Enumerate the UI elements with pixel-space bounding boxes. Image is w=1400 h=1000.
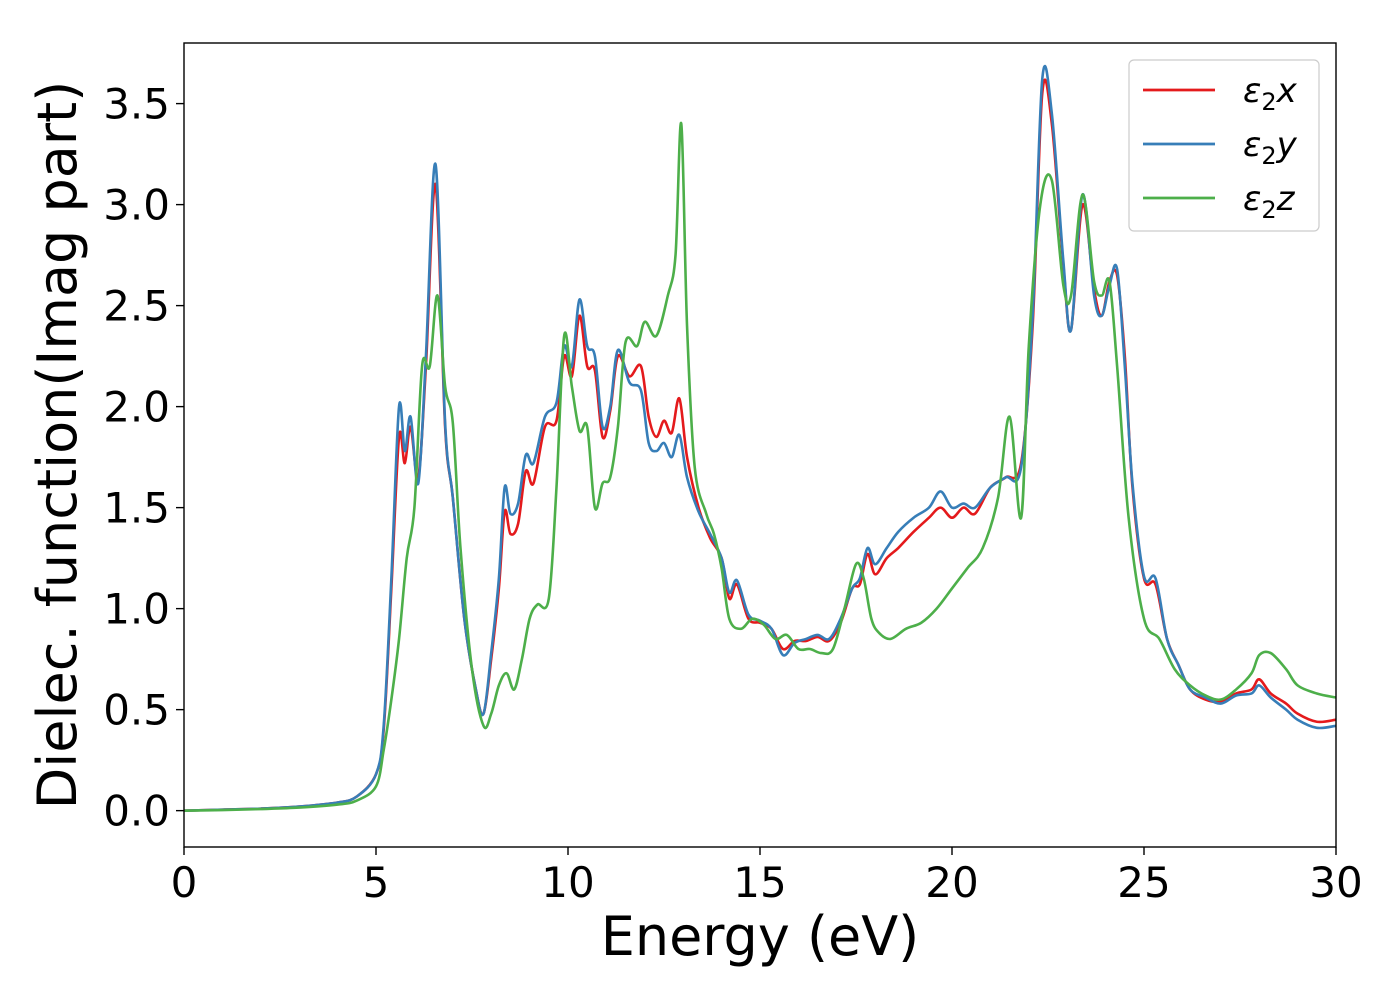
legend: ε2x ε2y ε2z xyxy=(1128,59,1320,232)
legend-box xyxy=(1128,59,1320,232)
y-tick-label: 2.5 xyxy=(103,282,170,331)
y-tick-label: 0.5 xyxy=(103,686,170,735)
legend-label-y: ε2y xyxy=(1243,125,1298,170)
x-axis: 0 5 10 15 20 25 30 xyxy=(171,847,1363,907)
x-tick-label: 5 xyxy=(363,858,390,907)
x-tick-label: 30 xyxy=(1309,858,1362,907)
x-tick-label: 25 xyxy=(1117,858,1170,907)
y-axis: 0.0 0.5 1.0 1.5 2.0 2.5 3.0 3.5 xyxy=(103,80,184,836)
y-tick-label: 0.0 xyxy=(103,787,170,836)
series-line-z xyxy=(184,121,1336,812)
y-axis-label: Dielec. function(Imag part) xyxy=(26,81,89,810)
y-tick-label: 1.0 xyxy=(103,585,170,634)
x-tick-label: 20 xyxy=(925,858,978,907)
y-tick-label: 3.0 xyxy=(103,181,170,230)
y-tick-label: 1.5 xyxy=(103,484,170,533)
series-lines xyxy=(184,64,1336,812)
x-axis-label: Energy (eV) xyxy=(601,905,920,968)
y-tick-label: 3.5 xyxy=(103,80,170,129)
x-tick-label: 10 xyxy=(541,858,594,907)
legend-label-z: ε2z xyxy=(1243,179,1296,224)
y-tick-label: 2.0 xyxy=(103,383,170,432)
legend-label-x: ε2x xyxy=(1243,71,1298,116)
x-tick-label: 15 xyxy=(733,858,786,907)
x-tick-label: 0 xyxy=(171,858,198,907)
